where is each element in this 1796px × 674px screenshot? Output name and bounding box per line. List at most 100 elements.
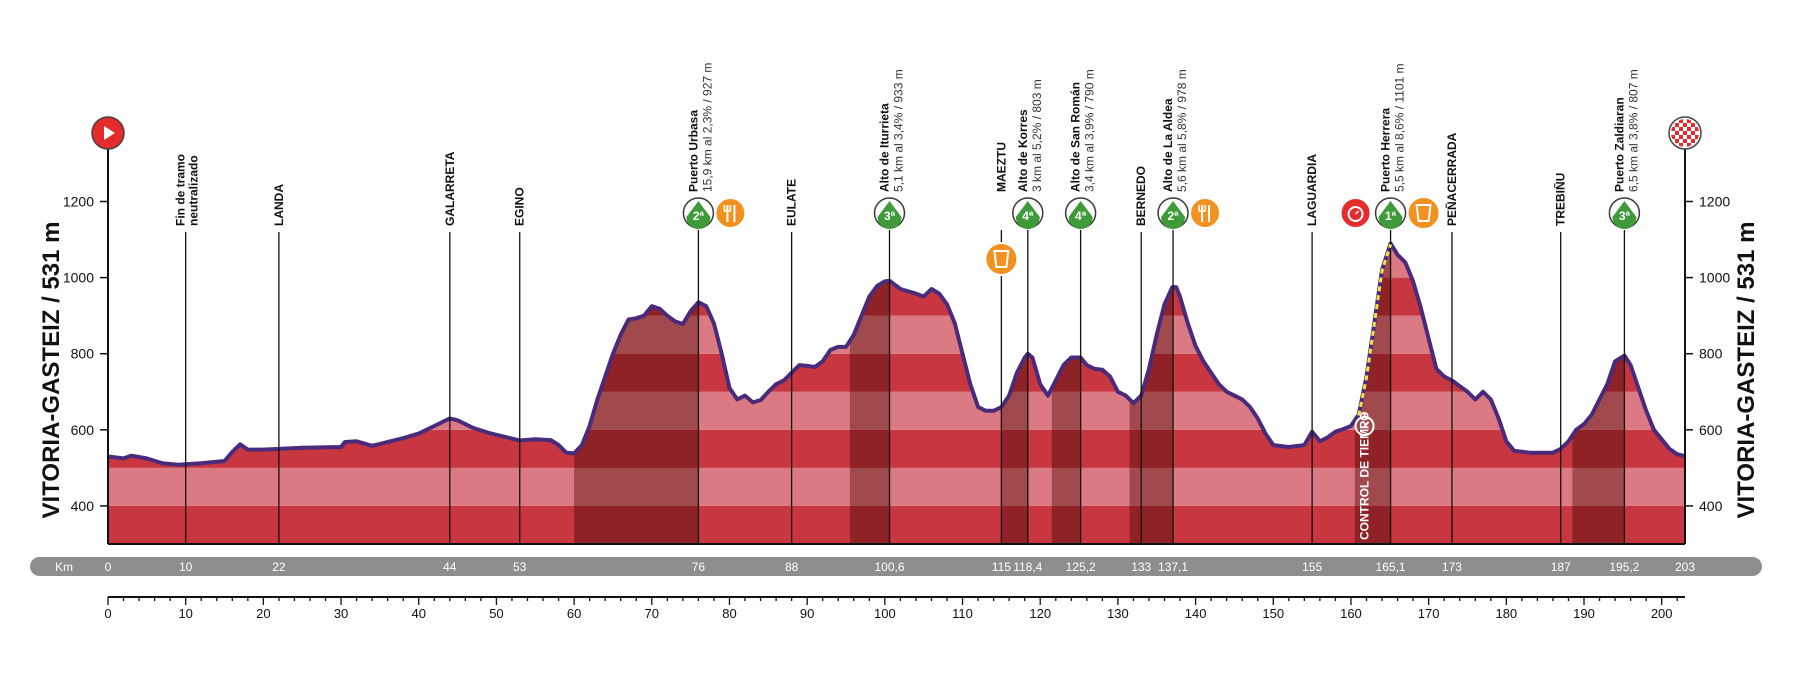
x-tick-label: 20 xyxy=(256,606,270,621)
climb-category-label: 3ª xyxy=(1619,209,1631,223)
km-mark-label: 44 xyxy=(443,560,457,574)
drink-zone-badge xyxy=(984,242,1019,276)
place-name: Puerto Urbasa xyxy=(686,110,700,192)
place-name: Alto de San Román xyxy=(1069,82,1083,192)
checkered-flag-icon xyxy=(1668,116,1702,150)
x-tick-label: 30 xyxy=(334,606,348,621)
checker-square xyxy=(1671,135,1675,139)
x-tick-label: 200 xyxy=(1651,606,1673,621)
climb-zone xyxy=(1572,315,1625,354)
y-tick-label: 1200 xyxy=(63,194,94,210)
climb-zone xyxy=(574,467,699,506)
time-trial-dash xyxy=(1357,243,1393,416)
y-tick-label: 1000 xyxy=(63,270,94,286)
climb-zone xyxy=(849,467,890,506)
profile-bands xyxy=(108,243,1685,544)
y-tick-label: 1200 xyxy=(1699,194,1730,210)
x-tick-label: 110 xyxy=(952,606,973,621)
checker-square xyxy=(1691,139,1695,143)
place-name: GALARRETA xyxy=(443,151,457,226)
elevation-band xyxy=(108,277,1685,316)
place-lines xyxy=(185,230,1626,544)
climb-zone xyxy=(1129,505,1174,544)
climb-category-badge: 4ª xyxy=(1064,197,1097,229)
km-mark-label: 165,1 xyxy=(1376,560,1406,574)
x-tick-label: 10 xyxy=(178,606,192,621)
x-tick-label: 80 xyxy=(722,606,736,621)
climb-zone xyxy=(1051,315,1081,354)
km-bar-title: Km xyxy=(55,560,73,574)
climb-zone xyxy=(1572,467,1625,506)
climb-zone xyxy=(1354,429,1391,468)
elevation-band xyxy=(108,243,1685,278)
play-triangle xyxy=(104,126,115,140)
time-control-label: CONTROL DE TIEMPO xyxy=(1358,412,1372,540)
checker-square xyxy=(1671,127,1675,131)
climb-zone xyxy=(1001,505,1028,544)
climb-zone xyxy=(574,353,699,392)
elevation-band xyxy=(108,429,1685,468)
mountain-icon xyxy=(1161,201,1186,229)
checker-square xyxy=(1687,135,1691,139)
mountain-icon xyxy=(877,201,902,229)
stopwatch-hand xyxy=(1363,421,1370,427)
place-labels: Fin de tramo neutralizado LANDA GALARRETA EG… xyxy=(174,63,1641,226)
km-mark-label: 0 xyxy=(105,560,112,574)
checker-square xyxy=(1679,119,1683,123)
cup-outline xyxy=(993,250,1010,268)
climb-category-badge: 2ª xyxy=(1157,197,1189,229)
profile-outline xyxy=(107,241,1686,467)
climb-zone xyxy=(574,202,698,240)
checker-grid xyxy=(1671,119,1699,147)
climb-zone xyxy=(1129,429,1174,468)
y-tick-label: 800 xyxy=(1699,346,1723,362)
km-mark-label: 100,6 xyxy=(874,560,904,574)
mountain-icon xyxy=(686,201,711,229)
km-mark-label: 115 xyxy=(992,560,1011,574)
km-mark-label: 155 xyxy=(1302,560,1322,574)
mountain-icon xyxy=(1612,201,1637,229)
km-mark-label: 173 xyxy=(1442,560,1462,574)
food-icon xyxy=(714,197,747,229)
km-bar-background xyxy=(30,557,1762,576)
climb-zone xyxy=(1001,429,1028,468)
km-mark-label: 118,4 xyxy=(1013,560,1042,574)
climb-zone xyxy=(1051,505,1081,544)
drink-icon xyxy=(984,242,1019,276)
climb-zone xyxy=(1051,243,1081,278)
climb-zone xyxy=(1129,467,1174,506)
x-tick-label: 180 xyxy=(1495,606,1517,621)
x-tick-label: 60 xyxy=(567,606,581,621)
climb-zone xyxy=(849,505,890,544)
place-name: LAGUARDIA xyxy=(1305,154,1319,226)
climb-zone xyxy=(1572,277,1625,316)
x-tick-label: 140 xyxy=(1185,606,1207,621)
checker-square xyxy=(1687,119,1691,123)
place-name: MAEZTU xyxy=(994,142,1008,192)
climb-zone xyxy=(1051,277,1081,316)
climb-zone xyxy=(1001,315,1028,354)
time-control-badge xyxy=(1339,197,1372,229)
x-tick-label: 70 xyxy=(645,606,659,621)
mountain-icon xyxy=(1378,201,1403,229)
place-name: EGINO xyxy=(513,187,527,226)
climb-zone xyxy=(574,243,699,278)
x-tick-label: 130 xyxy=(1107,606,1129,621)
y-tick-label: 800 xyxy=(71,346,95,362)
place-name: EULATE xyxy=(785,179,799,226)
x-tick-label: 190 xyxy=(1573,606,1595,621)
place-name: Fin de tramo xyxy=(174,154,188,226)
climb-zone xyxy=(1051,391,1081,430)
checker-square xyxy=(1679,143,1683,147)
climb-category-badge: 1ª xyxy=(1374,197,1407,229)
left-side-label: VITORIA-GASTEIZ / 531 m xyxy=(38,222,65,519)
place-detail: 5,1 km al 3,4% / 933 m xyxy=(892,69,906,192)
climb-zone xyxy=(1354,353,1391,392)
x-tick-label: 160 xyxy=(1340,606,1362,621)
right-side-label: VITORIA-GASTEIZ / 531 m xyxy=(1733,222,1760,519)
x-tick-label: 120 xyxy=(1029,606,1051,621)
climb-category-badge: 2ª xyxy=(682,197,715,229)
checker-square xyxy=(1679,127,1683,131)
climb-zone xyxy=(849,243,890,278)
